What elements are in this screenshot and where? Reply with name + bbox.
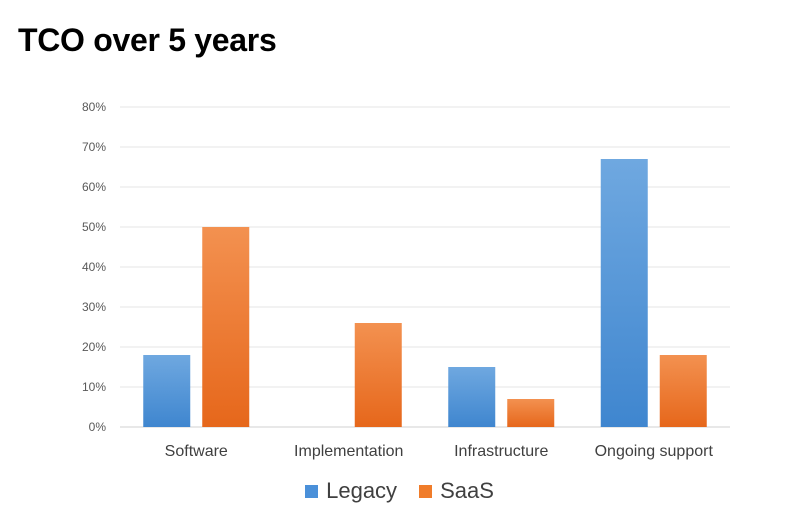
bars bbox=[143, 159, 707, 427]
bar-legacy-software bbox=[143, 355, 191, 427]
y-tick-label: 10% bbox=[82, 380, 106, 394]
x-category-label: Software bbox=[165, 443, 228, 460]
x-category-label: Implementation bbox=[294, 443, 403, 460]
bar-chart: 0% 10% 20% 30% 40% 50% 60% 70% 80% Software Imple… bbox=[82, 100, 730, 460]
legend-label-saas: SaaS bbox=[440, 478, 494, 503]
y-tick-label: 0% bbox=[89, 420, 107, 434]
y-axis: 0% 10% 20% 30% 40% 50% 60% 70% 80% bbox=[82, 100, 106, 434]
y-tick-label: 70% bbox=[82, 140, 106, 154]
x-category-label: Ongoing support bbox=[595, 443, 714, 460]
legend-label-legacy: Legacy bbox=[326, 478, 398, 503]
bar-saas-infrastructure bbox=[507, 399, 555, 427]
x-axis: Software Implementation Infrastructure Ongo… bbox=[165, 443, 714, 460]
y-tick-label: 30% bbox=[82, 300, 106, 314]
legend-swatch-legacy bbox=[305, 484, 319, 498]
bar-saas-software bbox=[202, 227, 250, 427]
y-tick-label: 20% bbox=[82, 340, 106, 354]
bar-legacy-ongoing-support bbox=[600, 159, 648, 427]
bar-saas-ongoing-support bbox=[659, 355, 707, 427]
bar-saas-implementation bbox=[354, 323, 402, 427]
y-tick-label: 40% bbox=[82, 260, 106, 274]
y-tick-label: 50% bbox=[82, 220, 106, 234]
legend-item-legacy: Legacy bbox=[305, 478, 397, 504]
y-tick-label: 80% bbox=[82, 100, 106, 114]
legend-item-saas: SaaS bbox=[419, 478, 494, 504]
legend: Legacy SaaS bbox=[0, 478, 799, 504]
x-category-label: Infrastructure bbox=[454, 443, 548, 460]
legend-swatch-saas bbox=[419, 484, 433, 498]
bar-legacy-infrastructure bbox=[448, 367, 496, 427]
y-tick-label: 60% bbox=[82, 180, 106, 194]
chart-title: TCO over 5 years bbox=[18, 22, 277, 58]
